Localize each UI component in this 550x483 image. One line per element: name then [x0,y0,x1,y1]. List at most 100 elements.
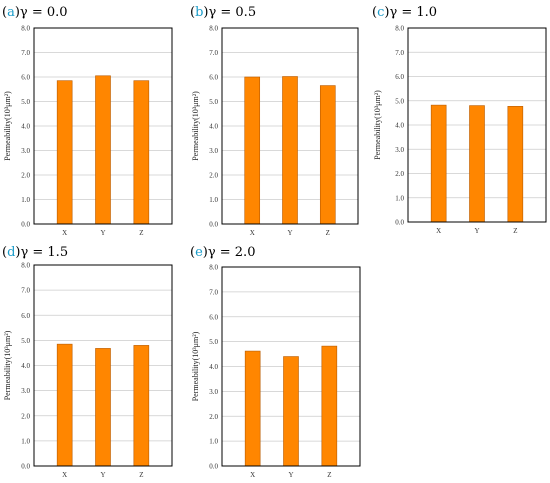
y-tick-label: 2.0 [209,172,218,180]
y-tick-label: 1.0 [209,196,218,204]
x-tick-label-x: X [250,229,255,237]
chart-svg-d: (d)γ = 1.5 Permeability(10³μm²) 0.0 1.0 2.… [2,245,173,479]
y-axis-label-text-e: Permeability [191,360,200,401]
bar-a-y [95,75,111,225]
panel-gamma-d: γ = 1.5 [20,245,68,260]
y-tick-label: 3.0 [21,147,30,155]
panel-label-d: (d)γ = 1.5 [2,245,68,260]
y-tick-label: 8.0 [21,25,30,33]
y-axis-label-unit-d: (10³μm²) [3,330,12,359]
y-axis-label-text-b: Permeability [191,120,200,161]
y-tick-label: 3.0 [21,387,30,395]
y-tick-label: 1.0 [209,438,218,446]
chart-panel-e: (e)γ = 2.0 Permeability(10³μm²) 0.0 1.0 2.… [188,240,368,483]
y-tick-label: 7.0 [209,49,218,57]
panel-letter-e: e [195,245,203,260]
y-axis-label-a: Permeability(10³μm²) [3,91,12,161]
y-tick-label: 5.0 [209,338,218,346]
chart-svg-b: (b)γ = 0.5 Permeability(10³μm²) 0.0 1.0 2.… [190,5,359,237]
y-tick-label: 1.0 [21,437,30,445]
y-tick-label: 5.0 [395,97,404,105]
x-tick-label-z: Z [139,229,143,237]
y-tick-label: 6.0 [395,73,404,81]
bar-e-y [283,356,299,467]
bar-c-x [430,104,447,223]
y-axis-label-unit-a: (10³μm²) [3,91,12,120]
y-tick-label: 8.0 [209,25,218,33]
x-tick-label-z: Z [139,471,143,479]
y-tick-label: 2.0 [21,412,30,420]
y-tick-label: 6.0 [21,74,30,82]
x-tick-label-y: Y [288,471,293,479]
chart-svg-c: (c)γ = 1.0 Permeability(10³μm²) 0.0 1.0 2.… [372,5,547,235]
y-tick-label: 6.0 [21,312,30,320]
x-tick-label-x: X [62,229,67,237]
y-axis-label-text-c: Permeability [373,119,382,160]
y-tick-label: 8.0 [395,25,404,33]
y-tick-label: 4.0 [209,363,218,371]
bar-b-z [319,85,336,225]
panel-letter-d: d [7,245,15,260]
y-tick-label: 7.0 [395,49,404,57]
y-tick-label: 1.0 [21,196,30,204]
y-tick-label: 3.0 [209,388,218,396]
y-axis-label-text-a: Permeability [3,120,12,161]
y-tick-label: 5.0 [209,98,218,106]
y-axis-label-unit-e: (10³μm²) [191,331,200,360]
y-tick-label: 2.0 [395,170,404,178]
y-tick-label: 4.0 [21,123,30,131]
y-axis-label-unit-c: (10³μm²) [373,90,382,119]
panel-gamma-c: γ = 1.0 [389,5,437,20]
y-tick-label: 8.0 [209,264,218,272]
plot-frame-e [221,266,361,467]
panel-letter-b: b [195,5,203,20]
y-tick-label: 5.0 [21,98,30,106]
y-tick-label: 3.0 [209,147,218,155]
bar-d-y [95,348,111,467]
y-tick-label: 0.0 [395,219,404,227]
bar-c-y [469,105,485,223]
x-tick-label-z: Z [513,227,517,235]
y-tick-label: 5.0 [21,337,30,345]
y-axis-label-e: Permeability(10³μm²) [191,331,200,401]
plot-frame-d [33,264,173,467]
y-axis-label-unit-b: (10³μm²) [191,91,200,120]
y-tick-label: 6.0 [209,74,218,82]
y-tick-label: 0.0 [21,221,30,229]
y-tick-label: 7.0 [209,288,218,296]
y-tick-label: 4.0 [395,122,404,130]
panel-gamma-e: γ = 2.0 [208,245,256,260]
y-tick-label: 4.0 [209,123,218,131]
chart-panel-c: (c)γ = 1.0 Permeability(10³μm²) 0.0 1.0 2.… [370,0,550,238]
bar-d-z [133,345,150,467]
panel-label-c: (c)γ = 1.0 [372,5,437,20]
bar-a-x [56,80,73,225]
x-tick-label-y: Y [287,229,292,237]
y-tick-label: 6.0 [209,313,218,321]
chart-panel-a: (a)γ = 0.0 Permeability(10³μm²) 0.0 1.0 2.… [0,0,180,238]
panel-label-e: (e)γ = 2.0 [190,245,255,260]
bar-c-z [507,106,524,223]
x-tick-label-y: Y [474,227,479,235]
y-axis-label-text-d: Permeability [3,359,12,400]
x-tick-label-z: Z [327,471,331,479]
bar-d-x [56,343,73,467]
chart-svg-a: (a)γ = 0.0 Permeability(10³μm²) 0.0 1.0 2.… [2,5,173,237]
x-tick-label-y: Y [100,229,105,237]
bar-e-x [244,350,261,467]
panel-letter-c: c [377,5,384,20]
plot-frame-c [407,27,547,223]
y-tick-label: 3.0 [395,146,404,154]
bar-e-z [321,345,338,467]
y-axis-label-b: Permeability(10³μm²) [191,91,200,161]
y-tick-label: 2.0 [209,413,218,421]
panel-letter-a: a [7,5,15,20]
bar-a-z [133,80,150,225]
plot-frame-a [33,27,173,225]
panel-label-a: (a)γ = 0.0 [2,5,68,20]
y-tick-label: 0.0 [209,463,218,471]
y-tick-label: 7.0 [21,287,30,295]
y-tick-label: 8.0 [21,262,30,270]
panel-gamma-a: γ = 0.0 [20,5,68,20]
bar-b-x [244,76,261,225]
